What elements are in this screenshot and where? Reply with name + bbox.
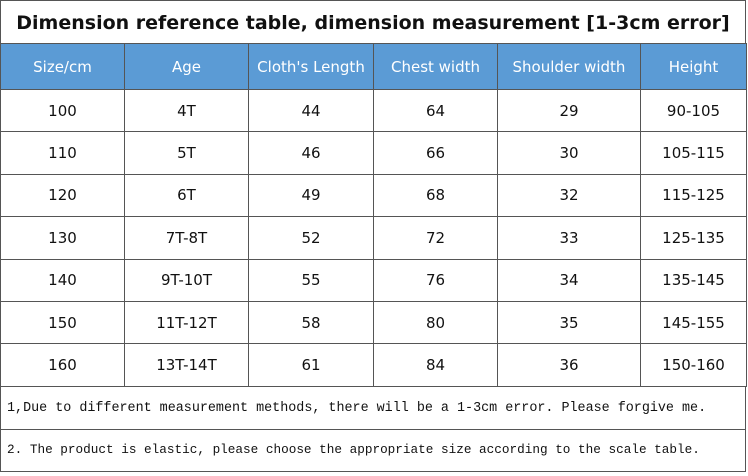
table-cell: 11T-12T [124,300,249,345]
table-cell: 150 [0,300,125,345]
table-cell: 44 [248,88,374,133]
header-cell: Age [124,43,249,90]
table-cell: 100 [0,88,125,133]
table-cell: 58 [248,300,374,345]
table-cell: 32 [497,173,641,218]
header-cell: Cloth's Length [248,43,374,90]
table-body: 100 4T 44 64 29 90-105 110 5T 46 66 30 105-115 120 6T… [0,88,747,387]
table-cell: 46 [248,131,374,175]
table-cell: 76 [373,258,498,302]
table-row: 150 11T-12T 58 80 35 145-155 [0,300,747,345]
header-cell: Size/cm [0,43,125,90]
table-cell: 49 [248,173,374,218]
table-cell: 145-155 [640,300,747,345]
table-cell: 52 [248,216,374,260]
table-cell: 160 [0,343,125,387]
table-cell: 90-105 [640,88,747,133]
table-row: 110 5T 46 66 30 105-115 [0,131,747,175]
header-cell: Shoulder width [497,43,641,90]
table-cell: 150-160 [640,343,747,387]
table-cell: 9T-10T [124,258,249,302]
table-cell: 110 [0,131,125,175]
table-cell: 29 [497,88,641,133]
table-row: 120 6T 49 68 32 115-125 [0,173,747,218]
table-title: Dimension reference table, dimension mea… [0,0,746,44]
table-cell: 34 [497,258,641,302]
table-cell: 68 [373,173,498,218]
table-cell: 72 [373,216,498,260]
table-cell: 115-125 [640,173,747,218]
table-cell: 55 [248,258,374,302]
table-cell: 6T [124,173,249,218]
size-table: Size/cm Age Cloth's Length Chest width Shoul… [0,43,747,387]
table-cell: 120 [0,173,125,218]
table-cell: 84 [373,343,498,387]
table-cell: 13T-14T [124,343,249,387]
table-row: 100 4T 44 64 29 90-105 [0,88,747,133]
table-cell: 61 [248,343,374,387]
table-row: 140 9T-10T 55 76 34 135-145 [0,258,747,302]
table-cell: 7T-8T [124,216,249,260]
header-cell: Height [640,43,747,90]
table-cell: 64 [373,88,498,133]
table-cell: 4T [124,88,249,133]
table-cell: 33 [497,216,641,260]
table-cell: 140 [0,258,125,302]
table-cell: 5T [124,131,249,175]
table-cell: 80 [373,300,498,345]
table-cell: 66 [373,131,498,175]
table-cell: 30 [497,131,641,175]
table-cell: 36 [497,343,641,387]
table-cell: 105-115 [640,131,747,175]
note: 1,Due to different measurement methods, … [0,387,746,430]
table-cell: 35 [497,300,641,345]
table-cell: 135-145 [640,258,747,302]
note: 2. The product is elastic, please choose… [0,430,746,472]
table-row: 130 7T-8T 52 72 33 125-135 [0,216,747,260]
table-cell: 130 [0,216,125,260]
header-row: Size/cm Age Cloth's Length Chest width Shoul… [0,43,747,90]
table-row: 160 13T-14T 61 84 36 150-160 [0,343,747,387]
header-cell: Chest width [373,43,498,90]
table-cell: 125-135 [640,216,747,260]
